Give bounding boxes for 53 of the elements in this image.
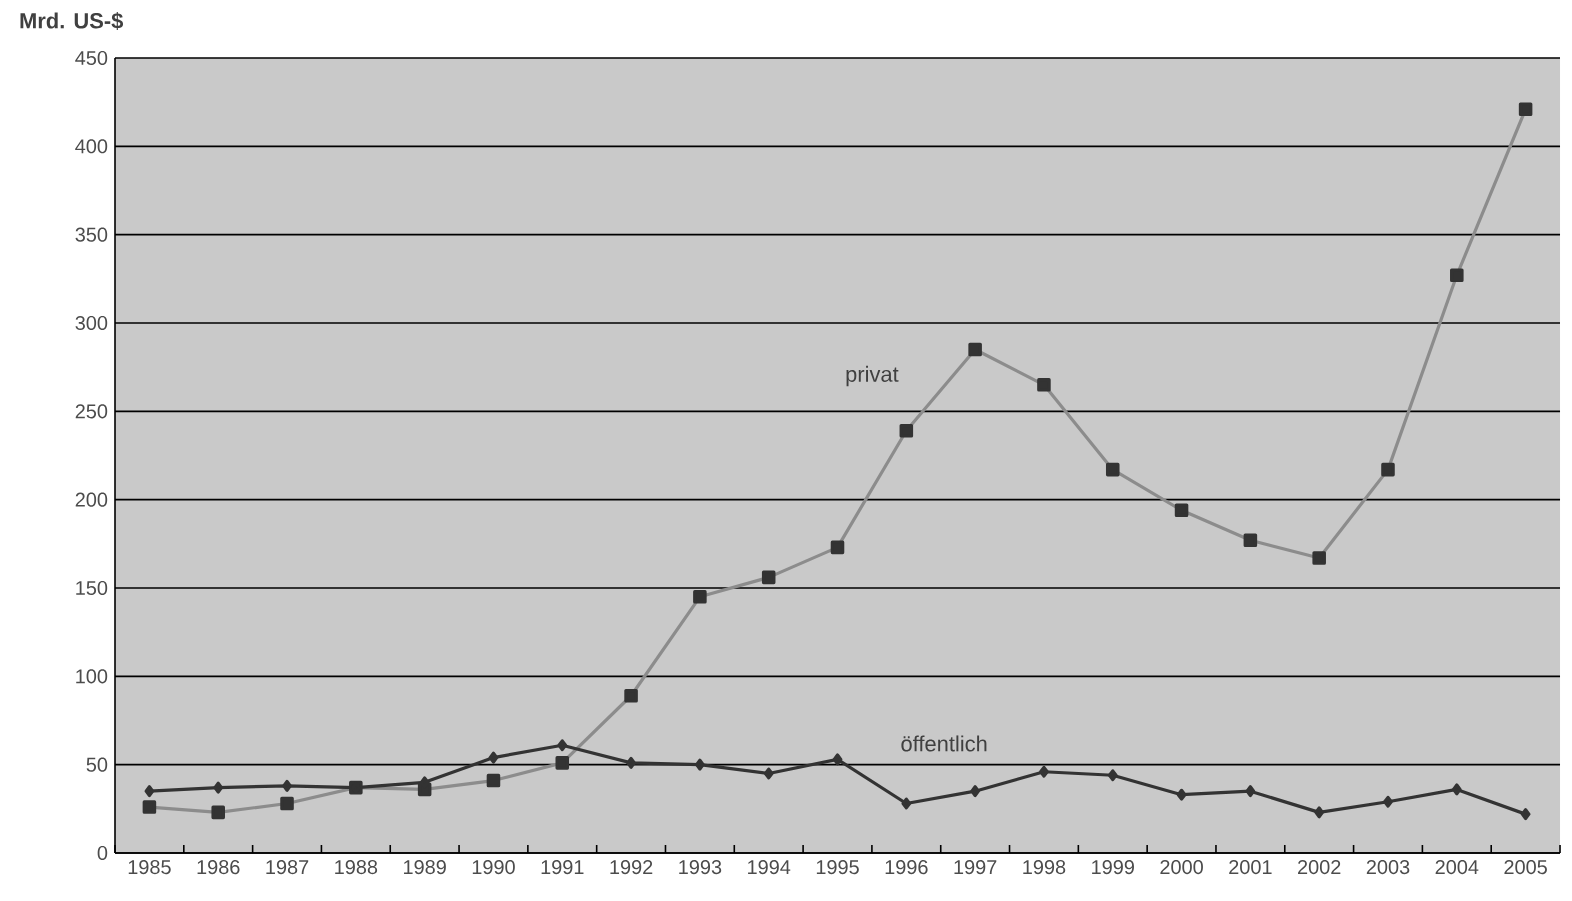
x-tick-label: 1999: [1092, 860, 1134, 875]
y-tick-label: 100: [76, 669, 108, 684]
point: [970, 785, 981, 798]
y-tick-label: 0: [97, 845, 108, 861]
y-tick-label: 400: [75, 139, 108, 154]
y-tick-label: 350: [75, 227, 108, 242]
x-tick-label: 2004: [1435, 860, 1479, 875]
x-tick-label: 1993: [679, 860, 722, 875]
x-tick-label: 1996: [885, 860, 928, 875]
point: [1520, 808, 1531, 821]
x-tick-label: 2003: [1366, 860, 1410, 875]
y-tick-label: 300: [75, 315, 108, 331]
y-tick-label: 250: [75, 404, 108, 419]
y-axis-title: Mrd. US-$: [20, 12, 124, 30]
x-tick-label: 1986: [197, 860, 240, 875]
x-tick-label: 1997: [954, 860, 997, 875]
point: [1383, 795, 1393, 808]
point: [832, 753, 843, 766]
point: [282, 779, 292, 792]
point: [763, 767, 774, 780]
x-tick-label: 2001: [1229, 860, 1272, 875]
x-tick-label: 2005: [1504, 860, 1547, 875]
x-tick-label: 1985: [128, 860, 171, 875]
x-tick-label: 2000: [1160, 860, 1203, 875]
series-label: öffentlich: [901, 735, 987, 752]
y-tick-label: 450: [75, 50, 108, 66]
x-tick-label: 1992: [610, 860, 653, 875]
y-tick-label: 50: [86, 757, 108, 772]
point: [557, 739, 568, 752]
point: [213, 781, 224, 794]
x-tick-label: 1998: [1023, 860, 1066, 875]
x-tick-label: 1990: [472, 860, 515, 875]
x-tick-label: 1987: [266, 860, 309, 875]
x-tick-label: 1994: [748, 860, 791, 875]
point: [1245, 785, 1256, 798]
y-tick-label: 150: [76, 580, 108, 596]
point: [1107, 769, 1118, 782]
series-label: privat: [846, 365, 899, 387]
point: [144, 785, 155, 798]
point: [626, 756, 636, 769]
point: [901, 797, 912, 810]
x-tick-label: 2002: [1298, 860, 1341, 875]
point: [1451, 783, 1462, 796]
x-tick-label: 1991: [541, 860, 584, 875]
x-tick-label: 1988: [335, 860, 378, 875]
point: [1314, 806, 1325, 819]
x-tick-label: 1995: [816, 860, 859, 875]
point: [1039, 765, 1049, 778]
point: [1176, 788, 1187, 801]
y-tick-label: 200: [75, 492, 108, 507]
point: [488, 751, 499, 764]
x-tick-label: 1989: [404, 860, 446, 875]
point: [695, 758, 705, 771]
